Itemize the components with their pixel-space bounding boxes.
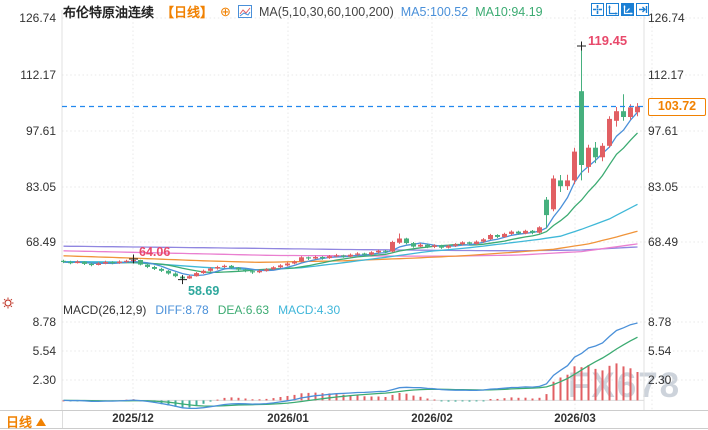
price-tick-right: 68.49 bbox=[648, 235, 679, 249]
price-tick-left: 112.17 bbox=[20, 68, 56, 82]
period-label: 日线 bbox=[6, 415, 33, 430]
last-price-badge: 103.72 bbox=[648, 98, 706, 116]
scale-icon[interactable] bbox=[621, 3, 634, 16]
period-selector[interactable]: 日线 bbox=[6, 412, 47, 430]
chart-header: 布伦特原油连续 【日线】 ⊕ MA(5,10,30,60,100,200) MA… bbox=[63, 2, 543, 21]
macd-settings-label: MACD(26,12,9) bbox=[63, 303, 147, 317]
macd-tick-left: 5.54 bbox=[32, 344, 56, 358]
axis-separator bbox=[62, 411, 63, 428]
crosshair-icon[interactable] bbox=[591, 3, 604, 16]
measure-icon[interactable] bbox=[606, 3, 619, 16]
annotation-local-high: 64.06 bbox=[139, 245, 171, 259]
price-tick-left: 126.74 bbox=[19, 11, 56, 25]
ma10-value: MA10:94.19 bbox=[475, 4, 543, 19]
price-tick-left: 83.05 bbox=[25, 180, 56, 194]
x-tick-label: 2025/12 bbox=[112, 413, 154, 425]
price-tick-right: 126.74 bbox=[648, 11, 685, 25]
annotation-spike-high: 119.45 bbox=[588, 33, 628, 48]
price-tick-right: 97.61 bbox=[648, 124, 679, 138]
price-tick-right: 112.17 bbox=[648, 68, 684, 82]
ma-indicator-icon[interactable] bbox=[237, 5, 252, 18]
period-tag[interactable]: 【日线】 bbox=[161, 5, 214, 20]
macd-settings-icon[interactable] bbox=[2, 297, 14, 309]
annotation-local-low: 58.69 bbox=[188, 284, 220, 298]
x-tick-label: 2026/01 bbox=[267, 413, 309, 425]
triangle-up-icon bbox=[36, 417, 47, 426]
pan-right-icon[interactable] bbox=[636, 3, 649, 16]
macd-tick-right: 8.78 bbox=[648, 315, 672, 329]
price-tick-right: 83.05 bbox=[648, 180, 679, 194]
time-axis-strip bbox=[0, 410, 708, 429]
macd-diff-value: DIFF:8.78 bbox=[155, 303, 209, 317]
macd-tick-left: 8.78 bbox=[32, 315, 56, 329]
macd-header: MACD(26,12,9) DIFF:8.78 DEA:6.63 MACD:4.… bbox=[63, 303, 340, 317]
macd-dea-value: DEA:6.63 bbox=[217, 303, 270, 317]
macd-tick-right: 5.54 bbox=[648, 344, 672, 358]
price-tick-left: 97.61 bbox=[25, 124, 56, 138]
price-tick-left: 68.49 bbox=[25, 235, 56, 249]
ma5-value: MA5:100.52 bbox=[400, 4, 469, 19]
macd-tick-right: 2.30 bbox=[648, 373, 672, 387]
add-compare-icon[interactable]: ⊕ bbox=[220, 3, 231, 19]
macd-hist-value: MACD:4.30 bbox=[278, 303, 341, 317]
x-tick-label: 2026/03 bbox=[554, 413, 596, 425]
instrument-title: 布伦特原油连续 bbox=[63, 5, 155, 20]
chart-toolbar bbox=[591, 3, 649, 16]
macd-tick-left: 2.30 bbox=[32, 373, 56, 387]
x-tick-label: 2026/02 bbox=[411, 413, 453, 425]
ma-settings-label: MA(5,10,30,60,100,200) bbox=[258, 4, 394, 19]
